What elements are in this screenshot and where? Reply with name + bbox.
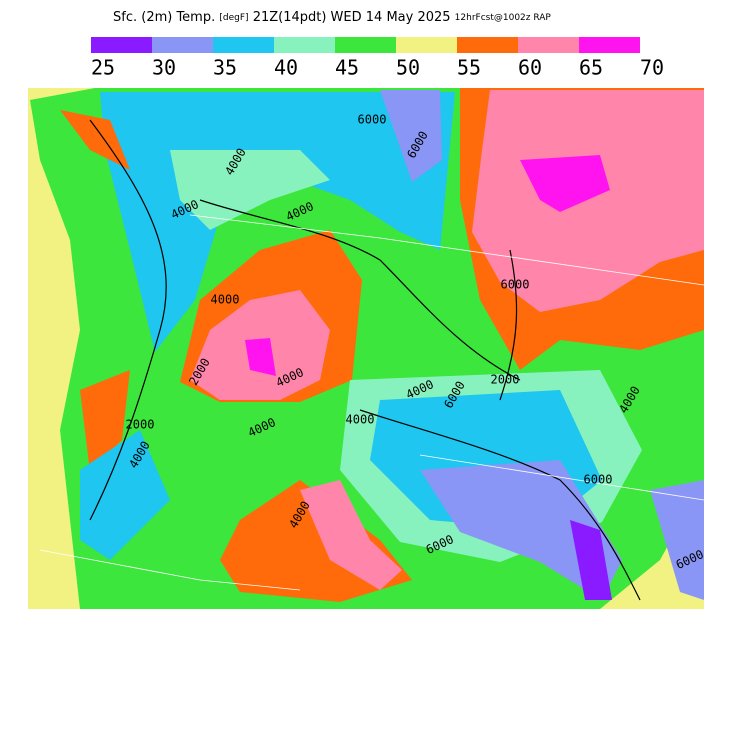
legend-swatch xyxy=(396,37,457,53)
legend-label: 50 xyxy=(396,56,420,80)
legend-label: 25 xyxy=(91,56,115,80)
contour-line xyxy=(499,249,518,401)
title-forecast: 12hrFcst@1002z RAP xyxy=(455,13,552,23)
legend-label: 60 xyxy=(518,56,542,80)
temp-area xyxy=(420,460,622,600)
contour-line xyxy=(359,409,641,601)
contour-line xyxy=(89,119,167,521)
legend-label: 65 xyxy=(579,56,603,80)
temp-area xyxy=(245,338,276,376)
legend-swatch xyxy=(518,37,579,53)
contour-line xyxy=(199,199,521,381)
contour-label: 2000 xyxy=(126,418,155,432)
temp-area xyxy=(60,110,130,170)
temp-area xyxy=(520,155,610,212)
border-line xyxy=(39,549,301,591)
temp-area xyxy=(380,90,442,182)
title: Sfc. (2m) Temp. [degF] 21Z(14pdt) WED 14… xyxy=(113,10,551,25)
temp-area xyxy=(80,370,130,472)
border-line xyxy=(419,454,704,501)
border-line xyxy=(189,214,704,286)
legend-label: 45 xyxy=(335,56,359,80)
contour-label: 4000 xyxy=(211,293,240,307)
legend-swatch xyxy=(457,37,518,53)
temp-area xyxy=(170,150,330,230)
temp-area xyxy=(570,520,612,600)
legend-swatch xyxy=(335,37,396,53)
legend-label: 70 xyxy=(640,56,664,80)
contour-label: 6000 xyxy=(501,278,530,292)
legend: 25 30 35 40 45 50 55 60 65 70 xyxy=(91,37,664,80)
temp-area xyxy=(300,480,402,590)
legend-swatch xyxy=(213,37,274,53)
title-units: [degF] xyxy=(219,13,248,23)
title-main: Sfc. (2m) Temp. xyxy=(113,10,215,25)
contour-label: 2000 xyxy=(491,373,520,387)
legend-swatch xyxy=(274,37,335,53)
legend-swatch xyxy=(91,37,152,53)
legend-label: 40 xyxy=(274,56,298,80)
contour-label: 6000 xyxy=(358,113,387,127)
legend-swatch xyxy=(152,37,213,53)
legend-label: 35 xyxy=(213,56,237,80)
temp-area xyxy=(472,90,704,312)
legend-label: 30 xyxy=(152,56,176,80)
contour-label: 6000 xyxy=(584,473,613,487)
legend-swatch xyxy=(579,37,640,53)
temp-area xyxy=(650,480,704,600)
map xyxy=(28,88,704,609)
contour-label: 4000 xyxy=(346,413,375,427)
title-time: 21Z(14pdt) WED 14 May 2025 xyxy=(253,10,451,25)
temp-area xyxy=(80,430,170,560)
legend-label: 55 xyxy=(457,56,481,80)
